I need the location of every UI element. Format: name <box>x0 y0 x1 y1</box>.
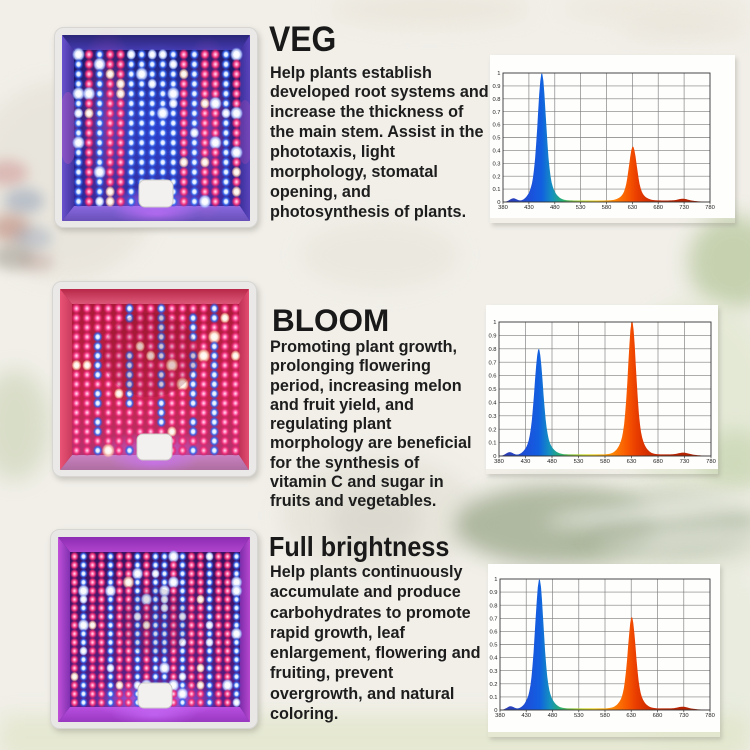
svg-text:780: 780 <box>705 713 715 719</box>
svg-text:1: 1 <box>497 71 500 77</box>
svg-text:0.6: 0.6 <box>492 123 500 129</box>
svg-text:0.3: 0.3 <box>492 161 500 167</box>
svg-text:730: 730 <box>680 459 690 465</box>
svg-text:480: 480 <box>548 713 558 719</box>
svg-text:480: 480 <box>550 205 560 211</box>
svg-text:0.6: 0.6 <box>488 374 496 380</box>
svg-text:0.7: 0.7 <box>492 110 500 116</box>
svg-text:0.4: 0.4 <box>488 401 497 407</box>
svg-text:680: 680 <box>653 205 663 211</box>
svg-text:380: 380 <box>495 713 505 719</box>
svg-text:0.3: 0.3 <box>489 669 497 675</box>
svg-text:1: 1 <box>494 577 497 583</box>
svg-text:580: 580 <box>602 205 612 211</box>
svg-text:530: 530 <box>574 713 584 719</box>
svg-text:530: 530 <box>576 205 586 211</box>
svg-text:0.5: 0.5 <box>489 643 497 649</box>
svg-text:0.8: 0.8 <box>488 347 496 353</box>
svg-text:0: 0 <box>497 200 500 206</box>
svg-text:0: 0 <box>494 708 497 714</box>
svg-text:780: 780 <box>706 459 716 465</box>
svg-text:1: 1 <box>493 320 496 326</box>
svg-text:630: 630 <box>628 205 638 211</box>
svg-text:0.2: 0.2 <box>489 682 497 688</box>
svg-text:430: 430 <box>521 459 531 465</box>
svg-text:0.4: 0.4 <box>492 149 501 155</box>
svg-text:530: 530 <box>574 459 584 465</box>
svg-text:730: 730 <box>679 205 689 211</box>
svg-text:730: 730 <box>679 713 689 719</box>
svg-text:580: 580 <box>600 459 610 465</box>
svg-text:0.5: 0.5 <box>492 136 500 142</box>
svg-text:680: 680 <box>653 459 663 465</box>
svg-text:0.2: 0.2 <box>488 427 496 433</box>
svg-text:0.8: 0.8 <box>492 97 500 103</box>
svg-text:0.4: 0.4 <box>489 656 498 662</box>
svg-text:0.1: 0.1 <box>492 187 500 193</box>
svg-text:430: 430 <box>521 713 531 719</box>
svg-text:680: 680 <box>653 713 663 719</box>
svg-text:0.8: 0.8 <box>489 603 497 609</box>
svg-text:0.1: 0.1 <box>489 695 497 701</box>
svg-text:0.7: 0.7 <box>488 360 496 366</box>
svg-text:430: 430 <box>524 205 534 211</box>
svg-text:0.9: 0.9 <box>488 334 496 340</box>
svg-text:630: 630 <box>627 459 637 465</box>
svg-text:480: 480 <box>547 459 557 465</box>
svg-text:630: 630 <box>626 713 636 719</box>
svg-text:0.1: 0.1 <box>488 441 496 447</box>
svg-text:780: 780 <box>705 205 715 211</box>
svg-text:0.9: 0.9 <box>489 590 497 596</box>
svg-text:580: 580 <box>600 713 610 719</box>
svg-text:0.3: 0.3 <box>488 414 496 420</box>
svg-text:380: 380 <box>494 459 504 465</box>
svg-text:0.2: 0.2 <box>492 174 500 180</box>
svg-text:0.5: 0.5 <box>488 387 496 393</box>
svg-text:0.9: 0.9 <box>492 84 500 90</box>
svg-text:380: 380 <box>498 205 508 211</box>
svg-text:0.7: 0.7 <box>489 616 497 622</box>
svg-text:0: 0 <box>493 454 496 460</box>
svg-text:0.6: 0.6 <box>489 630 497 636</box>
